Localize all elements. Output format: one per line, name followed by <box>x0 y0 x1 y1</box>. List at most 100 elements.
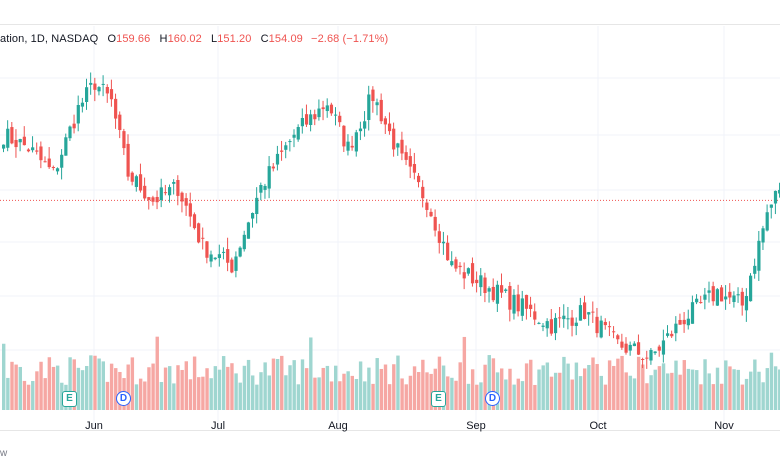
candle-body <box>155 196 159 203</box>
candle-body <box>491 286 495 301</box>
volume-bar <box>454 380 458 410</box>
earnings-marker[interactable]: E <box>62 391 77 407</box>
volume-bar <box>329 381 334 410</box>
volume-bar <box>616 358 620 410</box>
earnings-marker[interactable]: E <box>431 391 446 407</box>
time-axis[interactable] <box>0 430 780 461</box>
candle-body <box>51 167 55 169</box>
volume-bar <box>22 380 27 410</box>
volume-bar <box>736 369 740 410</box>
candle-body <box>549 319 553 334</box>
candle-body <box>313 114 317 120</box>
ohlc-legend: ation, 1D, NASDAQ O159.66 H160.02 L151.2… <box>0 33 388 45</box>
candle-body <box>18 139 22 143</box>
candle-body <box>338 115 342 123</box>
volume-bar <box>695 370 699 410</box>
candle-body <box>632 343 636 347</box>
candle-body <box>172 181 176 184</box>
volume-bar <box>176 365 180 410</box>
candle-body <box>441 241 446 244</box>
top-toolbar <box>0 0 780 25</box>
candle-body <box>396 143 400 148</box>
volume-bar <box>151 363 155 410</box>
volume-bar <box>533 384 537 410</box>
candle-body <box>757 240 761 271</box>
candle-body <box>209 254 213 262</box>
volume-bar <box>184 361 188 410</box>
volume-bar <box>595 364 599 410</box>
low-value: 151.20 <box>217 33 252 45</box>
change-value: −2.68 (−1.71%) <box>311 33 389 45</box>
candle-body <box>213 257 217 260</box>
tick-jul: Jul <box>210 420 226 432</box>
candle-body <box>151 197 155 202</box>
volume-bar <box>292 360 296 410</box>
candle-body <box>325 105 329 112</box>
volume-bar <box>358 361 363 410</box>
volume-bar <box>761 382 765 410</box>
candle-body <box>645 357 649 359</box>
candle-body <box>711 286 715 302</box>
candle-body <box>437 231 441 243</box>
volume-bar <box>628 375 633 410</box>
volume-bar <box>226 366 230 410</box>
volume-bar <box>765 368 769 410</box>
candle-body <box>666 333 670 336</box>
candle-body <box>450 261 454 266</box>
volume-bar <box>653 369 657 410</box>
candle-body <box>221 251 226 253</box>
candle-body <box>574 322 578 327</box>
volume-bar <box>2 343 6 410</box>
volume-bar <box>529 359 533 410</box>
volume-bar <box>35 371 39 410</box>
volume-bar <box>114 368 118 410</box>
volume-bar <box>562 356 566 410</box>
volume-bar <box>470 369 475 410</box>
volume-bar <box>234 373 238 410</box>
close-label: C <box>260 33 269 45</box>
candle-body <box>138 174 143 191</box>
volume-bar <box>284 375 288 410</box>
volume-bar <box>462 336 467 410</box>
volume-bar <box>537 369 541 410</box>
candle-body <box>483 277 487 294</box>
candle-body <box>603 321 607 326</box>
candle-body <box>778 189 780 194</box>
candle-body <box>732 295 736 303</box>
volume-bar <box>475 384 479 410</box>
volume-bar <box>778 369 780 410</box>
volume-bar <box>441 365 446 410</box>
candle-body <box>379 99 383 122</box>
volume-bar <box>412 366 417 410</box>
volume-bar <box>599 375 603 410</box>
candle-body <box>707 290 711 293</box>
volume-bar <box>346 371 350 410</box>
candle-body <box>690 302 695 324</box>
dividend-marker[interactable]: D <box>116 391 131 406</box>
candle-body <box>238 247 242 257</box>
candle-body <box>93 83 97 90</box>
candle-body <box>661 340 666 355</box>
candle-body <box>628 344 632 351</box>
candle-body <box>678 319 682 325</box>
volume-bar <box>363 381 367 410</box>
candle-body <box>97 87 101 92</box>
volume-bar <box>367 367 371 410</box>
volume-bar <box>520 381 525 410</box>
candle-body <box>263 185 267 190</box>
candle-body <box>500 285 504 293</box>
volume-bar <box>313 377 317 410</box>
candle-body <box>358 128 363 132</box>
volume-bar <box>205 368 209 410</box>
candle-body <box>234 256 238 271</box>
volume-bar <box>500 368 504 410</box>
volume-bar <box>242 365 247 410</box>
candle-body <box>122 131 126 149</box>
candle-body <box>740 291 744 306</box>
candle-body <box>251 212 255 219</box>
dividend-marker[interactable]: D <box>485 391 500 406</box>
volume-bar <box>317 377 321 410</box>
candle-body <box>699 302 703 304</box>
